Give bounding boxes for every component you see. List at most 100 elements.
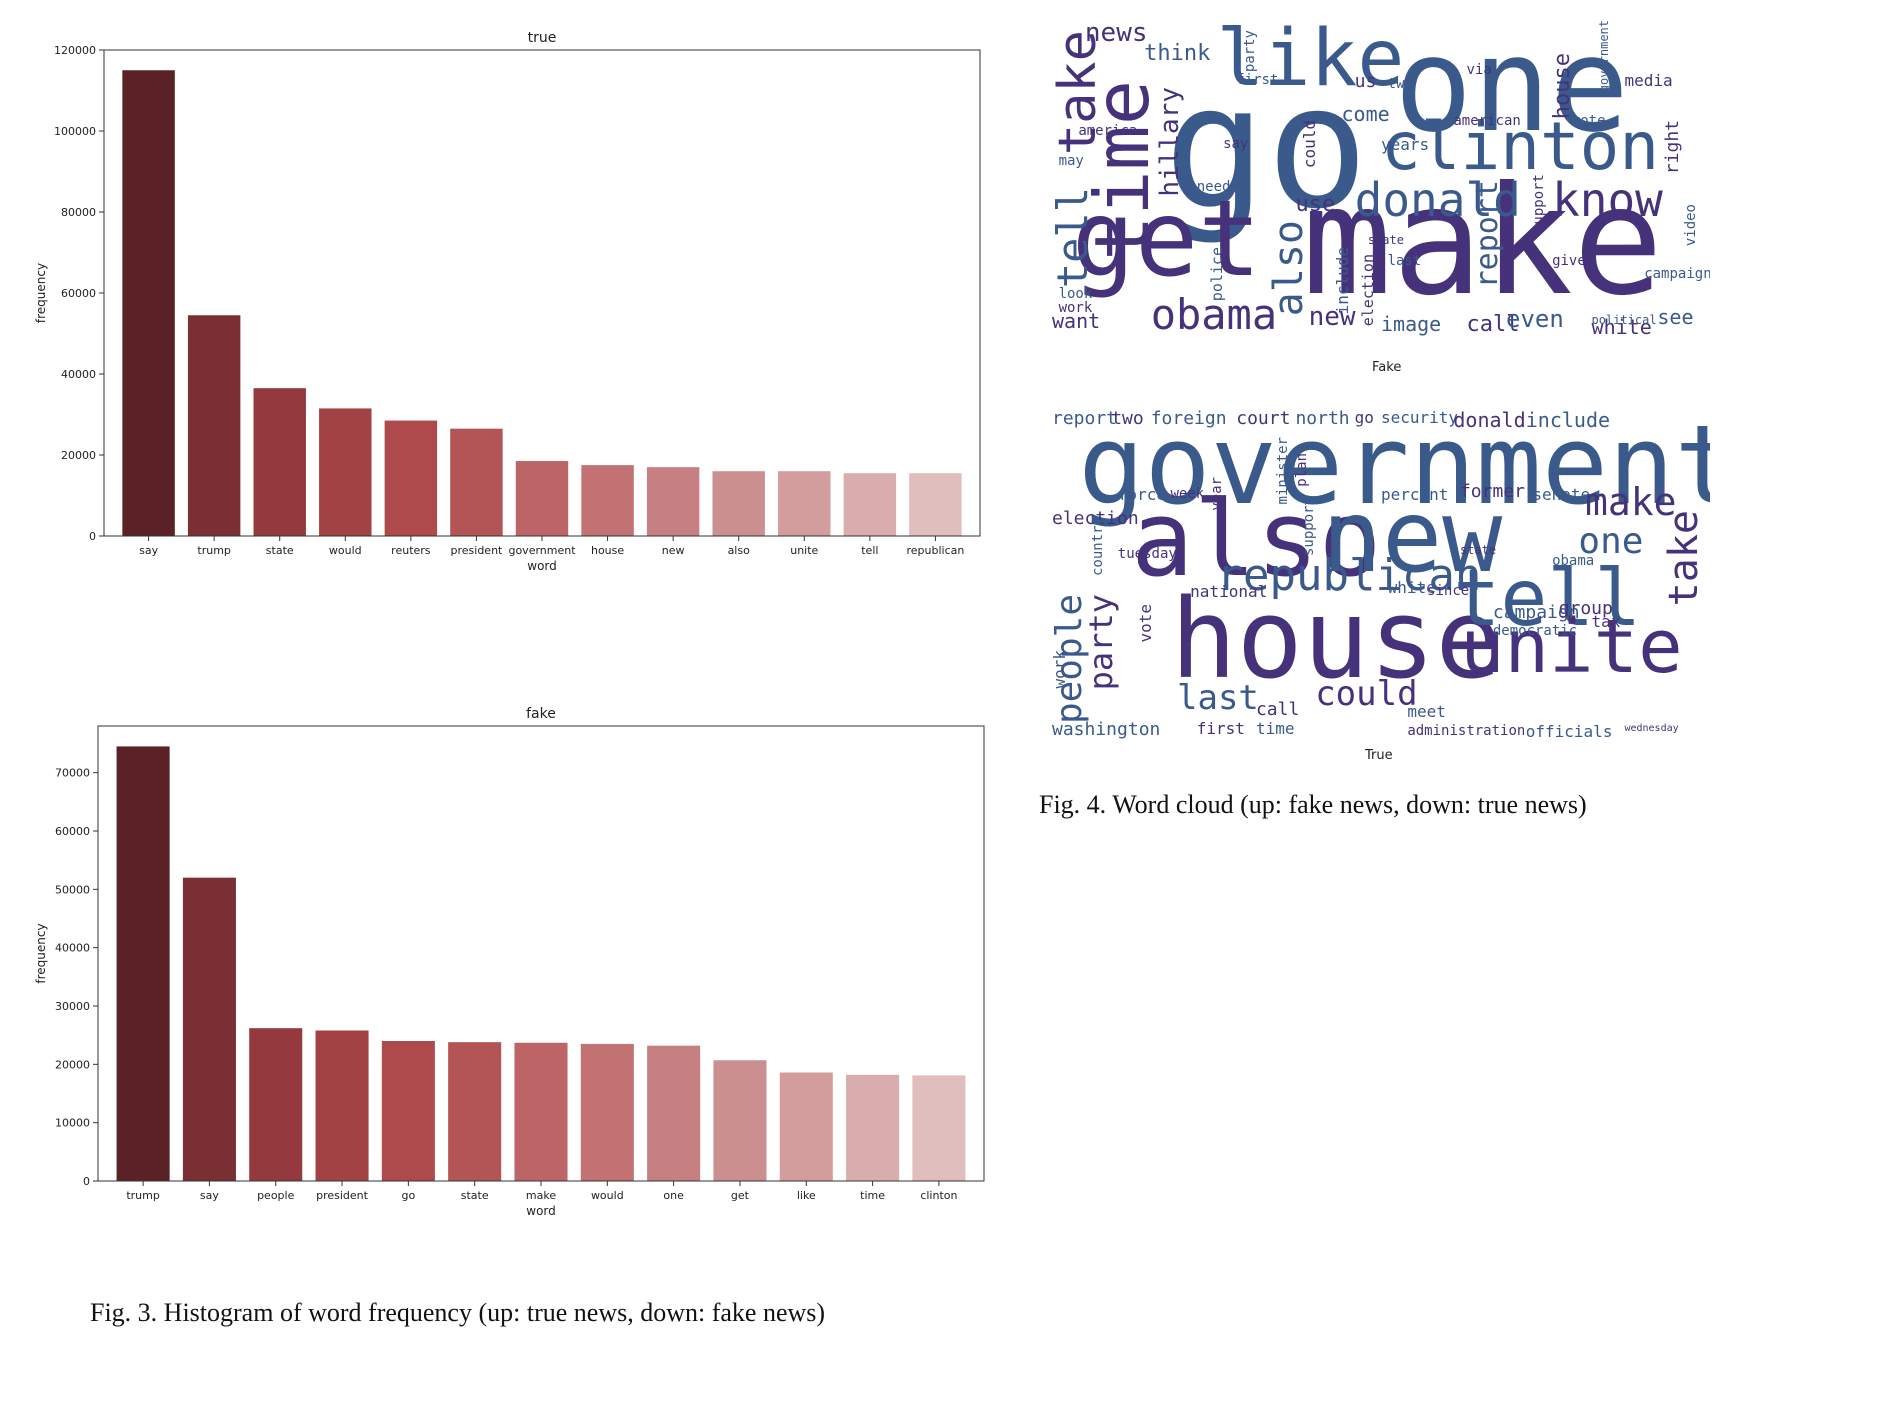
cloud-word: year [1208,476,1225,511]
cloud-word: know [1552,172,1663,227]
cloud-word: unite [1459,604,1683,691]
cloud-word: security [1381,410,1459,427]
bar-trump [187,315,241,536]
bar-state [253,388,306,536]
cloud-word: make [1584,480,1677,525]
cloud-word: group [1558,598,1613,620]
bar-government [515,461,569,536]
bar-president [315,1030,369,1181]
bar-one [647,1045,701,1181]
cloud-word: meet [1407,701,1446,721]
plot-frame [103,49,981,537]
cloud-word: make [1302,154,1664,329]
cloud-word: week [1170,485,1205,502]
cloud-word: american [1453,112,1521,129]
bar-like [779,1072,833,1181]
cloud-word: support [1301,496,1318,556]
cloud-word: need [1196,179,1231,196]
cloud-word: tell [1052,187,1097,289]
cloud-word: new [1308,301,1356,332]
cloud-word: work [1052,650,1069,689]
cloud-word: one [1394,20,1629,161]
cloud-word: vote [1571,112,1606,129]
cloud-word: clinton [1381,107,1660,185]
x-tick-label: like [797,1189,816,1202]
y-tick-label: 30000 [55,1000,90,1013]
cloud-word: want [1052,308,1101,333]
cloud-word: house [1550,53,1576,120]
cloud-word: obama [1552,552,1595,569]
y-tick-label: 40000 [55,942,90,955]
x-tick-label: reuters [391,544,431,557]
cloud-word: media [1624,71,1673,91]
cloud-word: north [1295,410,1350,429]
x-tick-label: state [266,544,294,557]
cloud-word: administration [1407,722,1526,739]
cloud-word: senate [1532,484,1591,504]
x-tick-label: say [139,544,158,557]
cloud-word: last [1387,252,1422,269]
x-tick-label: tell [861,544,878,557]
cloud-word: two [1111,410,1144,429]
cloud-word: first [1236,72,1279,89]
x-tick-label: get [731,1189,750,1202]
bar-also [712,471,765,536]
y-tick-label: 10000 [55,1117,90,1130]
cloud-word: obama [1150,289,1278,339]
bar-get [713,1060,767,1181]
cloud-word: party [1081,593,1120,691]
cloud-word: america [1078,122,1138,139]
fake-news-word-cloud: go make one get like time clinton take donald kno… [1052,20,1710,354]
bar-reuters [384,420,438,536]
y-tick-label: 20000 [55,1058,90,1071]
cloud-word: call [1255,698,1300,720]
cloud-word: go [1354,410,1374,427]
y-axis-label: frequency [34,263,48,323]
cloud-word: report [1052,410,1118,429]
cloud-word: court [1236,410,1291,429]
cloud-word: political [1591,312,1657,327]
bar-make [514,1042,568,1181]
cloud-word: look [1058,286,1093,303]
x-tick-label: also [728,544,751,557]
x-axis-label: word [526,1204,556,1218]
cloud-word: plan [1294,453,1311,488]
bar-would [319,408,372,536]
y-tick-label: 80000 [61,206,96,219]
cloud-word: could [1315,674,1418,715]
x-axis-label: word [527,559,557,573]
cloud-word: police [1207,247,1226,302]
x-tick-label: republican [906,544,964,557]
y-tick-label: 0 [89,530,96,543]
cloud-word: us [1354,71,1377,93]
cloud-word: government [1078,410,1710,529]
cloud-word: former [1459,481,1525,503]
cloud-word: work [1058,299,1093,316]
cloud-word: video [1682,203,1699,246]
cloud-word: use [1295,191,1336,217]
cloud-word: white [1387,578,1436,598]
bar-new [646,467,700,536]
bar-people [249,1028,303,1181]
cloud-word: include [1525,410,1611,432]
bar-go [381,1041,435,1181]
cloud-word: two [1387,75,1413,92]
x-tick-label: would [329,544,362,557]
cloud-word: donald [1354,172,1521,227]
cloud-word: call [1466,311,1520,337]
bar-unite [778,471,831,536]
cloud-word: say [1223,135,1249,152]
x-tick-label: government [508,544,576,557]
chart-title: fake [526,706,556,722]
cloud-word: donald [1453,410,1526,432]
cloud-word: come [1341,101,1390,126]
y-tick-label: 40000 [61,368,96,381]
cloud-word: party [1241,30,1258,73]
cloud-word: also [1266,220,1313,317]
bar-time [846,1074,900,1181]
cloud-word: wednesday [1624,722,1679,734]
cloud-word: take [1660,510,1707,607]
cloud-word: officials [1525,721,1613,741]
fake-word-cloud-label: Fake [1372,360,1402,375]
